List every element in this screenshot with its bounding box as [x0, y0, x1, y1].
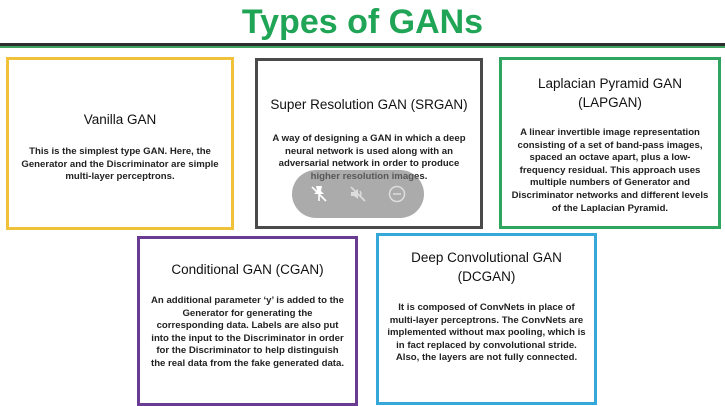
- card-title: Vanilla GAN: [83, 112, 157, 127]
- card-cgan: Conditional GAN (CGAN) An additional par…: [137, 236, 358, 406]
- card-description: A linear invertible image representation…: [511, 127, 709, 214]
- card-dcgan: Deep Convolutional GAN (DCGAN) It is com…: [376, 233, 597, 405]
- mute-icon[interactable]: [345, 181, 371, 207]
- title-divider-accent: [0, 46, 725, 48]
- pin-off-icon[interactable]: [306, 181, 332, 207]
- card-description: This is the simplest type GAN. Here, the…: [21, 146, 219, 183]
- card-description: It is composed of ConvNets in place of m…: [387, 302, 586, 364]
- minus-circle-icon[interactable]: [384, 181, 410, 207]
- card-title: Conditional GAN (CGAN): [171, 262, 324, 277]
- page-title: Types of GANs: [241, 3, 484, 41]
- card-title: Laplacian Pyramid GAN (LAPGAN): [537, 76, 683, 110]
- title-divider: [0, 43, 725, 46]
- media-control-overlay: [292, 170, 424, 218]
- card-title: Deep Convolutional GAN (DCGAN): [411, 250, 562, 284]
- card-lapgan: Laplacian Pyramid GAN (LAPGAN) A linear …: [499, 57, 721, 229]
- card-description: An additional parameter ‘y’ is added to …: [151, 295, 344, 369]
- card-vanilla-gan: Vanilla GAN This is the simplest type GA…: [6, 57, 234, 230]
- card-title: Super Resolution GAN (SRGAN): [270, 97, 468, 112]
